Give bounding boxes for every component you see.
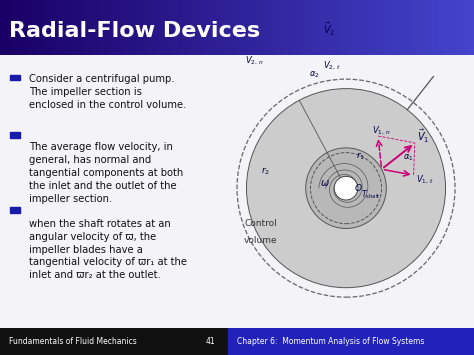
Text: $\omega$: $\omega$ <box>320 178 329 188</box>
Text: $\vec{V}_2$: $\vec{V}_2$ <box>323 21 335 38</box>
Circle shape <box>306 148 386 228</box>
Bar <box>10 75 20 80</box>
Text: Fundamentals of Fluid Mechanics: Fundamentals of Fluid Mechanics <box>9 337 137 346</box>
Bar <box>10 207 20 213</box>
Text: Consider a centrifugal pump.
The impeller section is
enclosed in the control vol: Consider a centrifugal pump. The impelle… <box>29 74 187 110</box>
Text: $O$: $O$ <box>354 181 363 192</box>
Text: $V_{2,\,n}$: $V_{2,\,n}$ <box>245 55 264 67</box>
Text: $V_{2,\,t}$: $V_{2,\,t}$ <box>323 60 341 72</box>
Text: $\alpha_1$: $\alpha_1$ <box>403 153 414 163</box>
Text: $\vec{V}_1$: $\vec{V}_1$ <box>417 127 429 144</box>
Circle shape <box>334 176 358 200</box>
Text: Control: Control <box>244 219 277 228</box>
Text: $V_{1,\,n}$: $V_{1,\,n}$ <box>372 125 391 137</box>
Text: $V_{1,\,t}$: $V_{1,\,t}$ <box>416 174 434 186</box>
Circle shape <box>246 89 446 288</box>
Text: $r_1$: $r_1$ <box>356 151 365 162</box>
Text: when the shaft rotates at an
angular velocity of ϖ, the
impeller blades have a
t: when the shaft rotates at an angular vel… <box>29 219 187 280</box>
Text: $T_{\rm shaft}$: $T_{\rm shaft}$ <box>361 189 382 201</box>
Bar <box>228 328 474 355</box>
Text: 41: 41 <box>206 337 216 346</box>
Text: The average flow velocity, in
general, has normal and
tangential components at b: The average flow velocity, in general, h… <box>29 142 183 204</box>
Text: $r_2$: $r_2$ <box>261 166 270 178</box>
Text: Radial-Flow Devices: Radial-Flow Devices <box>9 21 260 41</box>
Text: $\alpha_2$: $\alpha_2$ <box>309 70 319 80</box>
Text: volume: volume <box>244 236 277 245</box>
Bar <box>10 132 20 138</box>
Text: Chapter 6:  Momentum Analysis of Flow Systems: Chapter 6: Momentum Analysis of Flow Sys… <box>237 337 424 346</box>
